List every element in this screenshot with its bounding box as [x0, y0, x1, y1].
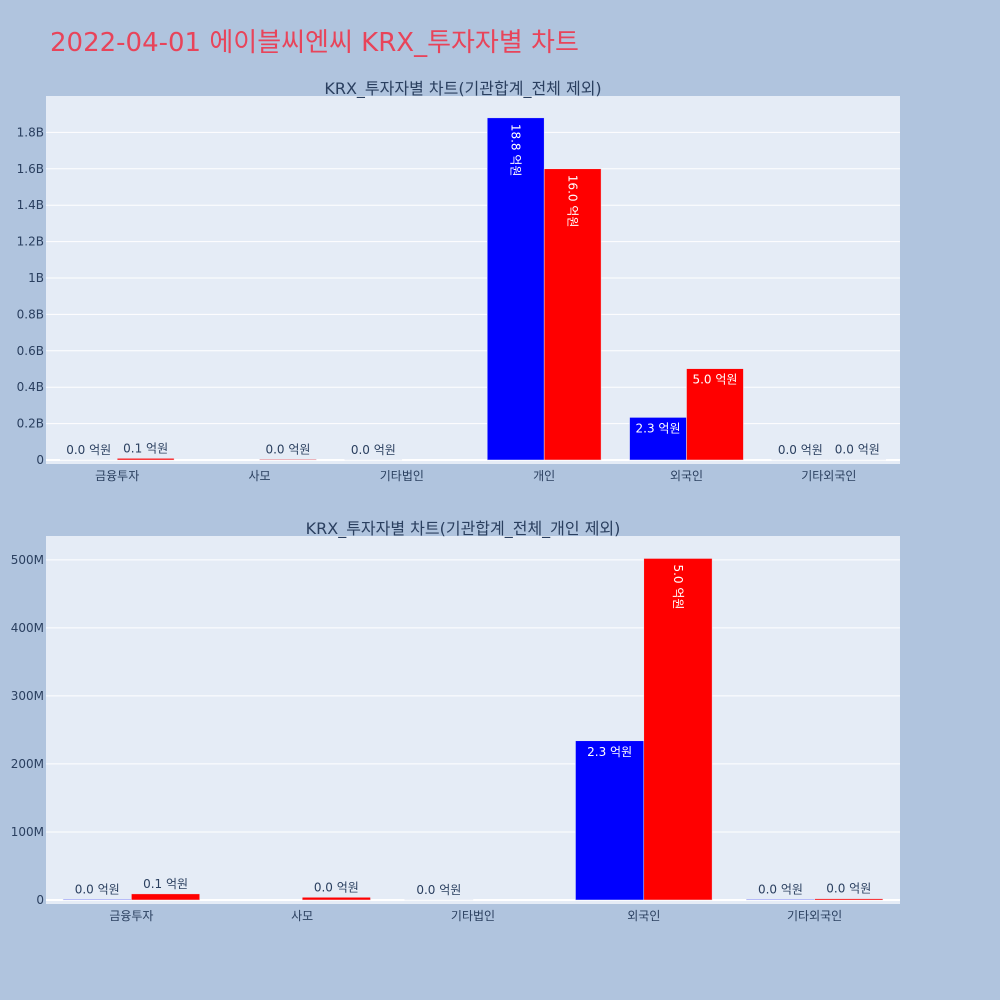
x-tick-label: 개인: [533, 469, 555, 483]
y-tick-label: 0.8B: [17, 307, 44, 321]
y-tick-label: 0.6B: [17, 344, 44, 358]
chart-title: KRX_투자자별 차트(기관합계_전체 제외): [324, 79, 601, 99]
y-tick-label: 0: [36, 453, 44, 467]
y-tick-label: 1.4B: [17, 198, 44, 212]
bar-label: 0.0 억원: [826, 882, 871, 896]
bar-label: 2.3 억원: [636, 421, 681, 435]
bar: [746, 899, 815, 901]
bar: [259, 459, 317, 461]
bar: [486, 117, 545, 461]
y-tick-label: 100M: [11, 825, 44, 839]
bar-label: 0.0 억원: [778, 443, 823, 457]
bar: [814, 898, 884, 901]
x-tick-label: 기타외국인: [801, 469, 856, 483]
bar: [59, 459, 118, 461]
bar: [543, 168, 602, 461]
x-tick-label: 사모: [291, 909, 313, 923]
y-tick-label: 200M: [11, 757, 44, 771]
chart-excluding-institutions-and-individuals: KRX_투자자별 차트(기관합계_전체_개인 제외) 0 100M 200M 300M 4…: [11, 519, 900, 923]
bar: [344, 459, 403, 461]
y-tick-label: 500M: [11, 553, 44, 567]
bar-label: 0.0 억원: [835, 443, 880, 457]
chart-excluding-institutions: KRX_투자자별 차트(기관합계_전체 제외) 0 0.2B 0.4B 0.6B 0.8B…: [17, 79, 900, 483]
y-tick-label: 1.2B: [17, 235, 44, 249]
x-tick-label: 기타외국인: [787, 909, 842, 923]
bar: [131, 893, 200, 901]
x-tick-label: 금융투자: [109, 909, 153, 923]
bar-label: 5.0 억원: [671, 564, 685, 609]
y-tick-label: 0: [36, 893, 44, 907]
bar: [116, 458, 175, 461]
bar-label: 0.0 억원: [66, 443, 111, 457]
y-tick-label: 0.4B: [17, 380, 44, 394]
x-tick-label: 금융투자: [95, 469, 139, 483]
bar: [828, 459, 887, 461]
x-tick-label: 외국인: [627, 909, 660, 923]
y-tick-label: 400M: [11, 621, 44, 635]
bar-label: 16.0 억원: [566, 175, 580, 228]
x-tick-label: 사모: [248, 469, 270, 483]
bar-label: 0.1 억원: [123, 441, 168, 455]
x-tick-label: 기타법인: [451, 909, 495, 923]
page-title: 2022-04-01 에이블씨엔씨 KRX_투자자별 차트: [50, 28, 579, 58]
plot-area: [46, 96, 900, 464]
x-tick-label: 외국인: [670, 469, 703, 483]
bar: [771, 459, 830, 461]
bar: [62, 899, 132, 901]
x-tick-label: 기타법인: [380, 469, 424, 483]
bar-label: 0.0 억원: [265, 442, 310, 456]
bar: [301, 897, 371, 901]
bar-label: 0.0 억원: [351, 443, 396, 457]
bar-label: 5.0 억원: [692, 373, 737, 387]
bar-label: 18.8 억원: [509, 124, 523, 177]
bar-label: 2.3 억원: [587, 745, 632, 759]
bar: [575, 740, 645, 901]
bar: [629, 417, 687, 461]
plot-area: [46, 536, 900, 904]
y-tick-label: 0.2B: [17, 417, 44, 431]
y-tick-label: 300M: [11, 689, 44, 703]
bar-label: 0.0 억원: [758, 882, 803, 896]
y-tick-label: 1B: [28, 271, 44, 285]
bar-label: 0.0 억원: [314, 880, 359, 894]
chart-title: KRX_투자자별 차트(기관합계_전체_개인 제외): [306, 519, 621, 539]
bar-label: 0.0 억원: [75, 882, 120, 896]
bar: [404, 899, 474, 901]
y-tick-label: 1.8B: [17, 125, 44, 139]
bar-label: 0.0 억원: [416, 883, 461, 897]
y-tick-label: 1.6B: [17, 162, 44, 176]
bar: [643, 558, 713, 901]
bar-label: 0.1 억원: [143, 877, 188, 891]
bar: [686, 368, 744, 461]
